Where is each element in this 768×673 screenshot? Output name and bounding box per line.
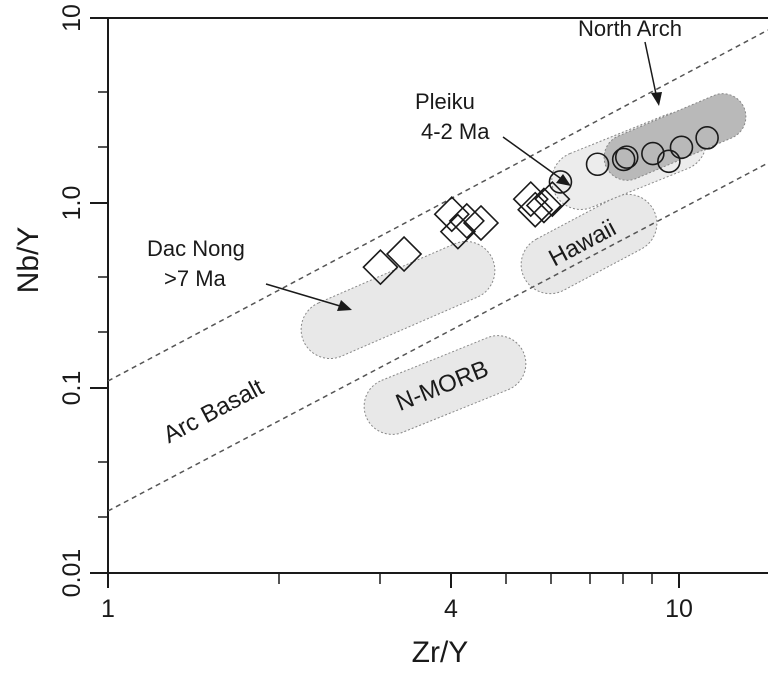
circle-marker xyxy=(585,152,610,177)
diamond-marker xyxy=(439,213,477,250)
y-tick-label-1.0: 1.0 xyxy=(58,186,86,221)
circle-marker xyxy=(614,145,639,169)
x-tick-labels: 1 4 10 xyxy=(101,595,693,623)
annot-dac-nong-2: >7 Ma xyxy=(164,266,227,291)
pleiku-arrowhead xyxy=(556,174,571,186)
upper-boundary-line xyxy=(107,29,768,382)
plot-frame xyxy=(107,17,768,574)
circle-marker xyxy=(641,141,665,166)
fields xyxy=(300,93,747,435)
dac-nong-arrow xyxy=(265,283,341,307)
diamond-marker xyxy=(433,196,470,233)
x-ticks xyxy=(107,573,680,588)
north-arch-arrow xyxy=(644,41,657,95)
y-tick-label-0.1: 0.1 xyxy=(58,371,86,406)
x-tick-label-10: 10 xyxy=(665,595,693,623)
y-tick-labels: 0.01 0.1 1.0 10 xyxy=(58,4,86,597)
field-hawaii xyxy=(520,193,658,295)
diamond-marker xyxy=(462,204,500,242)
x-tick-label-4: 4 xyxy=(444,595,458,623)
field-dac-nong xyxy=(300,240,496,360)
annot-north-arch: North Arch xyxy=(578,16,682,41)
diamond-marker xyxy=(525,187,563,224)
y-axis-title: Nb/Y xyxy=(12,227,45,294)
annotation-arrows xyxy=(265,41,662,311)
y-ticks xyxy=(90,17,108,574)
circle-marker xyxy=(695,126,719,150)
annot-pleiku-2: 4-2 Ma xyxy=(421,119,490,144)
field-n-morb xyxy=(363,335,527,435)
circle-marker xyxy=(548,170,573,194)
dac-nong-arrowhead xyxy=(337,300,352,311)
y-tick-label-0.01: 0.01 xyxy=(58,549,86,598)
diamond-marker xyxy=(362,249,399,286)
diamond-marker xyxy=(448,202,485,240)
lower-boundary-line xyxy=(107,162,768,512)
annot-pleiku-1: Pleiku xyxy=(415,89,475,114)
diamond-marker xyxy=(385,235,423,273)
diamond-marker xyxy=(517,191,554,228)
field-north-arch xyxy=(603,93,747,181)
arc-basalt-boundaries xyxy=(107,29,768,512)
pleiku-arrow xyxy=(502,136,561,179)
x-tick-label-1: 1 xyxy=(101,595,115,623)
circle-marker xyxy=(669,135,694,160)
label-arc-basalt: Arc Basalt xyxy=(159,374,269,449)
diamond-marker xyxy=(534,180,571,218)
y-tick-label-10: 10 xyxy=(58,4,86,32)
annot-dac-nong-1: Dac Nong xyxy=(147,236,245,261)
north-arch-arrowhead xyxy=(651,92,662,106)
data-points xyxy=(362,126,719,286)
x-axis-title: Zr/Y xyxy=(412,636,469,669)
circle-marker xyxy=(611,147,636,172)
circle-marker xyxy=(657,149,681,174)
